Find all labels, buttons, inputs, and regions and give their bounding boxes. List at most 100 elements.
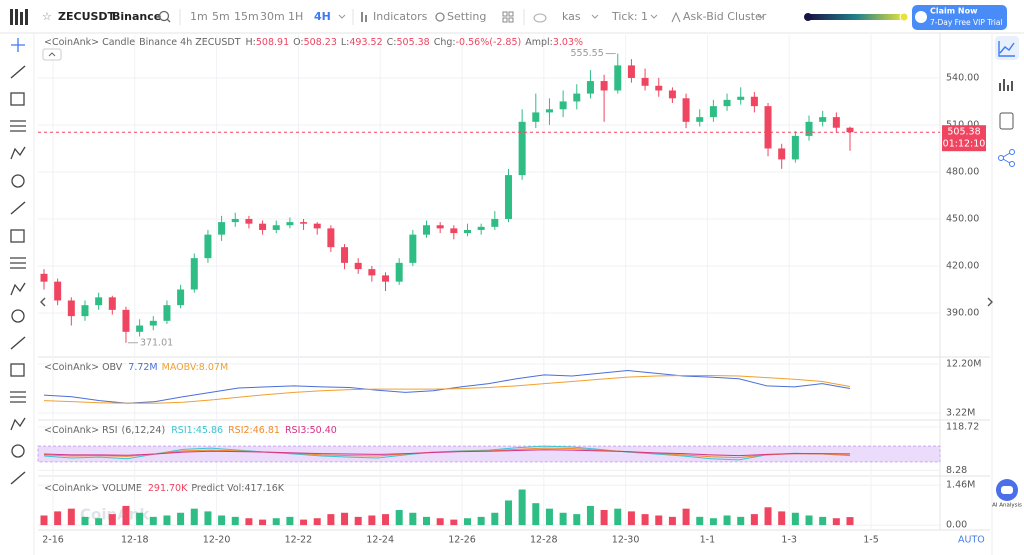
interval-button[interactable]: 1m [190, 10, 208, 23]
low-marker: 371.01 [140, 337, 173, 348]
candle-body [586, 81, 594, 94]
y-tick-label: 510.00 [946, 119, 979, 130]
maobv-value: MAOBV:8.07M [162, 362, 229, 373]
volume-bar [40, 515, 48, 526]
candle-body [504, 175, 512, 219]
chevron[interactable] [591, 14, 599, 19]
tool-icon[interactable] [11, 38, 25, 52]
scale-handle[interactable] [804, 13, 812, 21]
scale-handle[interactable] [899, 12, 909, 22]
stat-value: 493.52 [349, 37, 382, 48]
candle-body [409, 234, 417, 263]
favorite-star[interactable]: ☆ [42, 10, 52, 23]
cluster-select[interactable]: Ask-Bid Cluster [683, 10, 767, 23]
tool-icon[interactable] [10, 229, 25, 243]
tool-icon[interactable] [10, 336, 26, 350]
candle-body [545, 109, 553, 113]
tick-label: Tick: [611, 10, 638, 23]
indicators-icon[interactable] [361, 12, 367, 22]
doc-tab-icon[interactable] [999, 112, 1014, 130]
cluster-icon[interactable] [671, 11, 681, 23]
setting-button[interactable]: Setting [447, 10, 486, 23]
interval-button[interactable]: 4H [314, 10, 331, 23]
y-tick-label: 480.00 [946, 166, 979, 177]
collapse-right[interactable] [987, 297, 993, 307]
interval-button[interactable]: 1H [288, 10, 303, 23]
y-tick-label: 390.00 [946, 308, 979, 319]
tick-select[interactable]: 1 [641, 10, 648, 23]
volume-bar [764, 507, 772, 526]
tool-icon[interactable] [10, 146, 26, 160]
volume-bar [573, 514, 581, 526]
setting-icon[interactable] [435, 12, 445, 22]
stat-value: 3.03% [553, 37, 583, 48]
tool-icon[interactable] [11, 444, 25, 458]
indicators-button[interactable]: Indicators [373, 10, 428, 23]
share-tab-icon[interactable] [998, 149, 1015, 167]
stat-value: 505.38 [396, 37, 429, 48]
volume-bar [778, 511, 786, 526]
collapse-left[interactable] [40, 297, 46, 307]
candle-body [846, 127, 854, 133]
interval-button[interactable]: 15m [234, 10, 259, 23]
volume-bar [409, 512, 417, 526]
x-tick-label: 12-18 [121, 535, 149, 546]
cloud-icon[interactable] [533, 13, 547, 23]
candle-body [805, 121, 813, 136]
tool-icon[interactable] [10, 257, 26, 269]
volume-bar [655, 515, 663, 526]
icon-shape [10, 282, 26, 296]
tool-icon[interactable] [10, 92, 25, 106]
tool-icon[interactable] [10, 417, 26, 431]
chevron[interactable] [650, 14, 658, 19]
color-scale[interactable] [808, 14, 904, 20]
last-price-tag [942, 125, 986, 152]
search-icon[interactable] [158, 10, 171, 23]
tool-icon[interactable] [10, 201, 26, 215]
axis-mode[interactable]: AUTO [958, 535, 985, 546]
rsi-value: RSI1:45.86 [171, 425, 223, 436]
layout-icon[interactable] [502, 11, 514, 23]
source-select[interactable]: kas [562, 10, 581, 23]
legend-collapse-icon[interactable] [48, 52, 56, 57]
candle-body [819, 117, 827, 122]
candle-body [354, 262, 362, 270]
tool-icon[interactable] [10, 120, 26, 132]
tool-icon[interactable] [10, 391, 26, 403]
stat-label: H: [246, 37, 256, 48]
icon-shape [10, 201, 26, 215]
volume-bar [545, 508, 553, 526]
tool-icon[interactable] [11, 309, 25, 323]
candle-body [750, 96, 758, 107]
candle-body [764, 106, 772, 149]
tool-icon[interactable] [10, 65, 26, 79]
symbol[interactable]: ZECUSDT [58, 10, 116, 23]
candle-body [682, 98, 690, 122]
tool-icon[interactable] [10, 471, 26, 485]
chevron[interactable] [338, 14, 346, 19]
candle-body [477, 226, 485, 230]
candle-body [108, 297, 116, 310]
interval-button[interactable]: 5m [212, 10, 230, 23]
candle-body [122, 309, 130, 332]
chart-tab-icon[interactable] [998, 41, 1015, 57]
legend-collapse[interactable] [42, 48, 62, 61]
ai-badge-label[interactable]: AI Analysis [992, 503, 1022, 509]
interval-button[interactable]: 30m [260, 10, 285, 23]
tool-icon[interactable] [10, 282, 26, 296]
drawing-tools [10, 38, 26, 485]
tool-icon[interactable] [10, 363, 25, 377]
exchange[interactable]: Binance [112, 10, 161, 23]
stat-value: -0.56%(-2.85) [456, 37, 522, 48]
promo-subtitle[interactable]: 7-Day Free VIP Trial [930, 18, 1003, 27]
volume-bar [95, 518, 103, 526]
candle-body [272, 225, 280, 230]
chevron[interactable] [757, 14, 765, 19]
promo-title[interactable]: Claim Now [930, 7, 978, 16]
stats-tab-icon[interactable] [999, 79, 1013, 91]
tool-icon[interactable] [11, 174, 25, 188]
promo-button[interactable] [912, 5, 1007, 30]
volume-bar [149, 516, 157, 526]
candle-body [286, 222, 294, 226]
volume-bar [108, 514, 116, 526]
